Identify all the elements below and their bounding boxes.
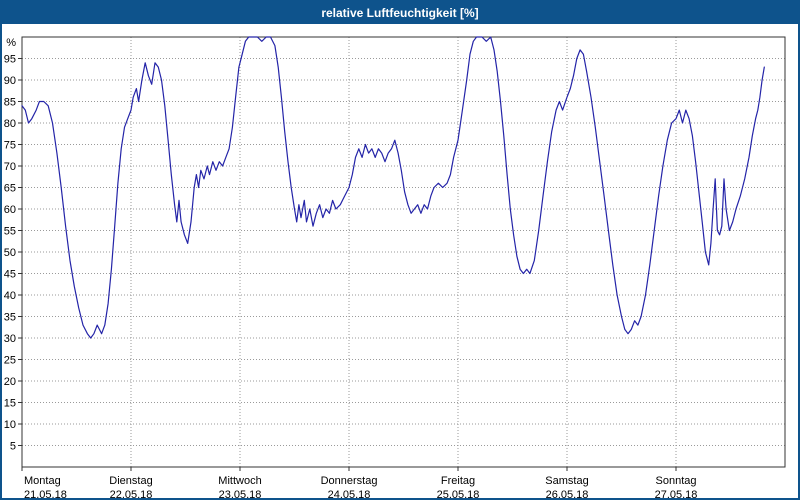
svg-text:85: 85 <box>4 97 16 109</box>
svg-text:65: 65 <box>4 183 16 195</box>
svg-text:21.05.18: 21.05.18 <box>24 489 67 498</box>
svg-text:%: % <box>6 37 16 49</box>
svg-text:Dienstag: Dienstag <box>109 475 152 487</box>
svg-text:70: 70 <box>4 161 16 173</box>
svg-text:30: 30 <box>4 333 16 345</box>
svg-text:40: 40 <box>4 290 16 302</box>
svg-text:Sonntag: Sonntag <box>656 475 697 487</box>
svg-text:23.05.18: 23.05.18 <box>219 489 262 498</box>
svg-text:Freitag: Freitag <box>441 475 475 487</box>
svg-text:22.05.18: 22.05.18 <box>110 489 153 498</box>
svg-text:Donnerstag: Donnerstag <box>321 475 378 487</box>
svg-text:25.05.18: 25.05.18 <box>437 489 480 498</box>
svg-text:75: 75 <box>4 140 16 152</box>
svg-text:50: 50 <box>4 247 16 259</box>
title-bar: relative Luftfeuchtigkeit [%] <box>2 2 798 24</box>
svg-text:45: 45 <box>4 269 16 281</box>
svg-text:24.05.18: 24.05.18 <box>328 489 371 498</box>
svg-text:27.05.18: 27.05.18 <box>655 489 698 498</box>
svg-text:10: 10 <box>4 419 16 431</box>
humidity-line-chart: 5 10 15 20 25 30 35 40 45 50 55 60 65 70 75 80 85 90 95% Mo… <box>4 36 786 498</box>
svg-text:80: 80 <box>4 118 16 130</box>
svg-text:25: 25 <box>4 355 16 367</box>
svg-text:Mittwoch: Mittwoch <box>218 475 261 487</box>
svg-text:20: 20 <box>4 376 16 388</box>
chart-area: 5 10 15 20 25 30 35 40 45 50 55 60 65 70 75 80 85 90 95% Mo… <box>2 24 798 498</box>
svg-text:55: 55 <box>4 226 16 238</box>
svg-text:Montag: Montag <box>24 475 61 487</box>
svg-text:Samstag: Samstag <box>545 475 588 487</box>
svg-text:60: 60 <box>4 204 16 216</box>
svg-text:35: 35 <box>4 312 16 324</box>
svg-text:15: 15 <box>4 398 16 410</box>
svg-text:5: 5 <box>10 441 16 453</box>
svg-text:26.05.18: 26.05.18 <box>546 489 589 498</box>
chart-title: relative Luftfeuchtigkeit [%] <box>321 6 479 20</box>
svg-text:90: 90 <box>4 75 16 87</box>
svg-text:95: 95 <box>4 54 16 66</box>
